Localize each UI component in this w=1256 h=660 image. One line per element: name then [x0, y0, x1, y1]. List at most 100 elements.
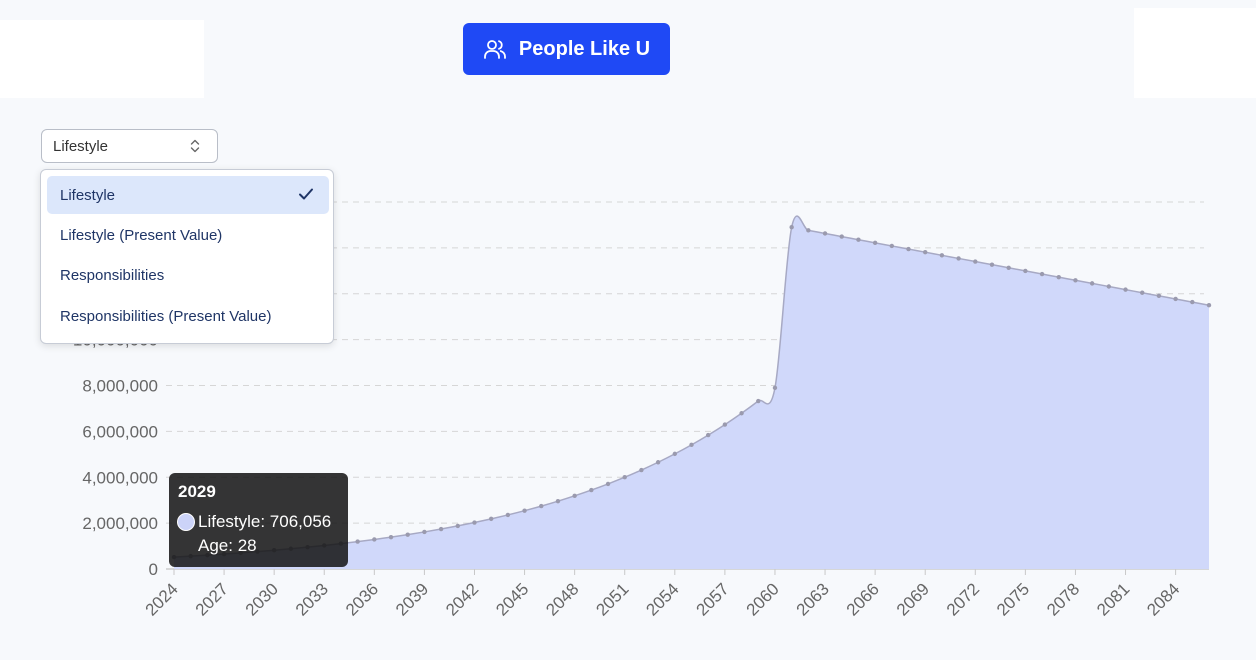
data-point: [906, 246, 911, 252]
menu-item-label: Lifestyle: [60, 186, 116, 204]
data-point: [589, 487, 594, 493]
data-point: [1056, 274, 1061, 280]
data-point: [1089, 281, 1095, 286]
x-tick-label: 2069: [893, 579, 933, 619]
y-tick-label: 2,000,000: [82, 514, 158, 533]
data-point: [722, 422, 728, 427]
x-tick-label: 2072: [943, 579, 983, 619]
data-point: [923, 249, 928, 255]
data-point: [1073, 278, 1078, 283]
data-point: [372, 537, 377, 542]
data-point: [355, 539, 360, 544]
data-point: [956, 256, 961, 261]
x-tick-label: 2084: [1143, 579, 1183, 619]
x-tick-label: 2042: [442, 579, 482, 619]
x-tick-label: 2051: [592, 579, 632, 619]
data-point: [1123, 287, 1128, 292]
menu-item-lifestyle[interactable]: Lifestyle: [47, 176, 329, 214]
data-point: [438, 526, 444, 532]
data-point: [1023, 268, 1028, 274]
data-point: [622, 475, 627, 480]
menu-item-label: Lifestyle (Present Value): [60, 226, 223, 244]
x-tick-label: 2081: [1093, 579, 1133, 619]
metric-dropdown-menu: Lifestyle Lifestyle (Present Value) Resp…: [40, 169, 334, 344]
data-point: [789, 225, 794, 230]
data-point: [639, 467, 644, 473]
x-tick-label: 2078: [1043, 579, 1083, 619]
chart-tooltip: 2029 Lifestyle: 706,056 Age: 28: [169, 473, 348, 567]
x-tick-label: 2033: [292, 579, 332, 619]
data-point: [756, 398, 761, 404]
data-point: [1106, 284, 1112, 289]
data-point: [655, 460, 661, 465]
metric-select-value: Lifestyle: [53, 137, 109, 155]
data-point: [806, 228, 811, 233]
x-tick-label: 2027: [192, 579, 232, 619]
menu-item-responsibilities-present-value[interactable]: Responsibilities (Present Value): [47, 297, 329, 335]
data-point: [989, 262, 995, 267]
x-tick-label: 2057: [693, 579, 733, 619]
data-point: [605, 481, 611, 487]
y-tick-label: 0: [149, 560, 158, 579]
tooltip-value: Lifestyle: 706,056: [198, 512, 332, 531]
data-point: [973, 259, 978, 264]
data-point: [1190, 299, 1195, 305]
data-point: [455, 523, 460, 529]
check-icon: [299, 188, 313, 200]
people-like-u-label: People Like U: [518, 37, 651, 60]
data-point: [422, 529, 427, 535]
data-point: [539, 503, 544, 509]
menu-item-label: Responsibilities: [60, 266, 165, 284]
data-point: [889, 243, 895, 249]
x-tick-label: 2039: [392, 579, 432, 619]
x-tick-label: 2054: [642, 579, 682, 619]
data-point: [472, 520, 477, 525]
menu-item-label: Responsibilities (Present Value): [60, 307, 272, 325]
x-tick-label: 2024: [142, 579, 182, 619]
lifestyle-area: [174, 216, 1209, 570]
data-point: [939, 253, 945, 258]
menu-item-lifestyle-present-value[interactable]: Lifestyle (Present Value): [47, 216, 329, 254]
data-point: [522, 508, 527, 513]
top-bar: People Like U: [0, 0, 1256, 98]
data-point: [555, 498, 561, 504]
data-point: [872, 240, 878, 246]
y-tick-label: 4,000,000: [82, 468, 158, 487]
x-tick-label: 2045: [492, 579, 532, 619]
x-tick-label: 2063: [793, 579, 833, 619]
data-point: [689, 442, 694, 448]
data-point: [739, 411, 744, 416]
x-tick-label: 2048: [542, 579, 582, 619]
people-like-u-button[interactable]: People Like U: [463, 23, 670, 75]
tooltip-series-swatch: [177, 513, 195, 531]
header-right-area: [1134, 8, 1256, 98]
data-point: [672, 451, 678, 457]
data-point: [772, 385, 778, 391]
y-tick-label: 6,000,000: [82, 422, 158, 441]
data-point: [705, 432, 711, 438]
tooltip-age: Age: 28: [198, 536, 257, 555]
data-point: [1173, 296, 1178, 302]
chevron-up-down-icon: [190, 139, 200, 153]
tooltip-title: 2029: [178, 482, 216, 501]
data-point: [856, 237, 861, 242]
data-point: [1206, 303, 1212, 308]
x-tick-label: 2030: [242, 579, 282, 619]
data-point: [822, 231, 828, 236]
x-tick-label: 2060: [743, 579, 783, 619]
data-point: [388, 534, 394, 540]
menu-item-responsibilities[interactable]: Responsibilities: [47, 256, 329, 294]
x-tick-label: 2066: [843, 579, 883, 619]
data-point: [488, 516, 494, 522]
users-icon: [484, 40, 506, 59]
data-point: [505, 512, 511, 518]
data-point: [1039, 271, 1045, 277]
x-tick-label: 2036: [342, 579, 382, 619]
data-point: [1006, 265, 1011, 270]
data-point: [1140, 290, 1145, 295]
x-tick-label: 2075: [993, 579, 1033, 619]
logo-area: [0, 20, 204, 98]
data-point: [572, 493, 577, 499]
metric-select[interactable]: Lifestyle: [41, 129, 218, 163]
